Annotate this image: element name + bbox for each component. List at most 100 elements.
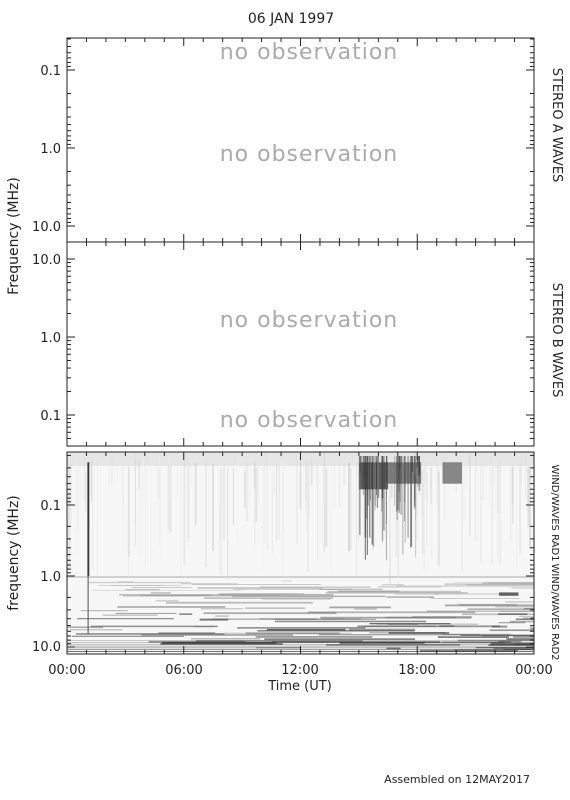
spectrogram-streak — [516, 471, 518, 568]
spectrogram-streak — [448, 471, 449, 496]
interference-line — [513, 636, 534, 638]
radio-burst-streak — [367, 456, 369, 506]
interference-line — [199, 618, 229, 621]
spectrogram-streak — [385, 461, 386, 554]
spectrogram-streak — [71, 463, 72, 523]
spectrogram-streak — [349, 467, 352, 550]
radio-burst-streak — [373, 456, 375, 548]
interference-line — [523, 617, 534, 619]
radio-burst — [87, 576, 89, 634]
radio-burst-streak — [363, 456, 365, 478]
spectrogram-streak — [343, 462, 345, 487]
spectrogram-streak — [100, 462, 102, 520]
spectrogram-streak — [111, 455, 113, 485]
radio-burst-streak — [362, 456, 364, 469]
interference-line — [380, 642, 506, 644]
spectrogram-streak — [527, 467, 529, 512]
spectrogram-streak — [491, 458, 493, 550]
interference-line — [530, 628, 534, 630]
spectrogram-streak — [430, 468, 433, 504]
interference-line — [329, 606, 391, 609]
spectrogram-streak — [358, 454, 360, 538]
interference-line — [394, 593, 439, 595]
spectrogram-streak — [138, 461, 140, 490]
spectrogram-streak — [177, 467, 179, 496]
interference-line — [148, 640, 246, 643]
interference-line — [92, 589, 242, 591]
spectrogram-streak — [491, 458, 493, 565]
interference-line — [117, 606, 226, 608]
radio-burst — [442, 462, 462, 484]
spectrogram-streak — [121, 468, 123, 518]
spectrogram-streak — [512, 465, 514, 506]
radio-burst-streak — [381, 456, 383, 512]
interference-line — [88, 581, 191, 584]
spectrogram-streak — [159, 453, 162, 560]
spectrogram-streak — [529, 469, 531, 549]
radio-burst-streak — [381, 456, 383, 543]
spectrogram-streak — [79, 469, 81, 509]
x-tick-label: 06:00 — [165, 663, 202, 678]
interference-line — [196, 640, 363, 643]
interference-line — [349, 628, 416, 631]
spectrogram-streak — [236, 454, 238, 541]
radio-burst-streak — [404, 456, 406, 487]
spectrogram-streak — [424, 461, 427, 482]
spectrogram-streak — [222, 469, 223, 581]
interference-line — [256, 647, 300, 649]
spectrogram-streak — [150, 455, 152, 568]
spectrogram-streak — [493, 463, 496, 520]
interference-line — [255, 636, 373, 638]
panel-c-ytick-label: 1.0 — [40, 570, 61, 585]
spectrogram-streak — [496, 462, 499, 559]
radio-burst-streak — [404, 456, 406, 543]
interference-line — [457, 639, 534, 642]
spectrogram-streak — [191, 452, 193, 487]
interference-line — [354, 608, 377, 610]
radio-burst-streak — [370, 456, 371, 501]
interference-line — [466, 584, 534, 586]
interference-line — [517, 583, 534, 585]
interference-line — [67, 640, 534, 641]
spectrogram-streak — [492, 454, 495, 487]
date-title: 06 JAN 1997 — [248, 11, 334, 27]
radio-burst-streak — [411, 456, 414, 472]
interference-line — [204, 597, 333, 599]
interference-line — [376, 623, 478, 625]
spectrogram-streak — [499, 461, 502, 565]
radio-burst-streak — [376, 456, 377, 495]
spectrogram-streak — [352, 464, 355, 529]
radio-burst-streak — [376, 456, 378, 508]
interference-line — [190, 638, 261, 640]
spectrogram-streak — [257, 458, 259, 504]
y-axis-label-wind: frequency (MHz) — [6, 495, 22, 611]
spectrogram-streak — [307, 461, 309, 573]
interference-line — [90, 625, 218, 628]
interference-line — [321, 618, 362, 620]
spectrogram-streak — [74, 465, 77, 580]
spectrogram-streak — [85, 471, 87, 512]
x-tick-label: 00:00 — [48, 663, 85, 678]
radio-burst-streak — [397, 456, 399, 510]
spectrogram-streak — [227, 467, 229, 529]
spectrogram-streak — [263, 452, 266, 544]
spectrogram-streak — [415, 452, 417, 520]
interference-line — [430, 598, 520, 599]
interference-line — [513, 588, 534, 589]
spectrogram-streak — [425, 456, 427, 496]
radio-burst-streak — [377, 456, 380, 498]
radio-burst-streak — [371, 456, 373, 545]
spectrogram-streak — [388, 456, 390, 556]
panel-c-ytick-label: 0.1 — [40, 499, 61, 514]
y-axis-label-stereo: Frequency (MHz) — [6, 177, 22, 295]
radio-burst-streak — [360, 456, 362, 483]
spectrogram-streak — [97, 459, 98, 577]
radio-burst-streak — [417, 456, 419, 487]
spectrogram-streak — [422, 471, 423, 572]
panel-a-ytick-label: 10.0 — [32, 220, 61, 235]
interference-line — [462, 613, 534, 616]
spectrogram-streak — [116, 453, 118, 480]
interference-line — [444, 583, 518, 586]
x-tick-label: 18:00 — [398, 663, 435, 678]
